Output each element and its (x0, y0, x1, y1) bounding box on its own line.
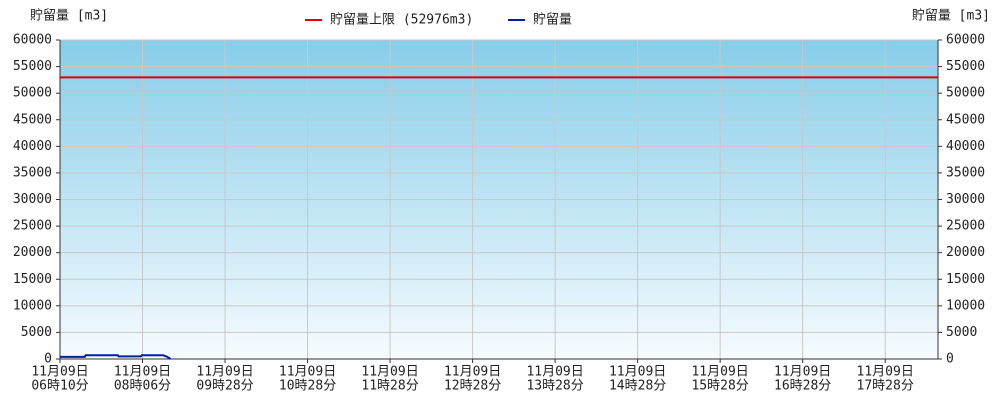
y-tick-label: 20000 (13, 245, 52, 260)
x-tick-label: 06時10分 (31, 379, 88, 394)
x-tick-label: 14時28分 (609, 379, 666, 394)
x-tick-label: 11月09日 (196, 365, 253, 380)
y-tick-label: 35000 (13, 165, 52, 180)
y2-tick-label: 60000 (946, 33, 985, 48)
x-tick-label: 17時28分 (857, 379, 914, 394)
y-tick-label: 45000 (13, 112, 52, 127)
legend-label: 貯留量上限 (52976m3) (330, 13, 473, 28)
y2-tick-label: 0 (946, 352, 954, 367)
x-tick-label: 12時28分 (444, 379, 501, 394)
y2-tick-label: 10000 (946, 298, 985, 313)
x-tick-label: 15時28分 (691, 379, 748, 394)
x-tick-label: 10時28分 (279, 379, 336, 394)
y-tick-label: 10000 (13, 298, 52, 313)
x-tick-label: 11月09日 (444, 365, 501, 380)
x-tick-label: 16時28分 (774, 379, 831, 394)
y-tick-label: 30000 (13, 192, 52, 207)
x-tick-label: 11月09日 (114, 365, 171, 380)
x-tick-label: 11月09日 (279, 365, 336, 380)
x-tick-label: 11月09日 (526, 365, 583, 380)
y2-tick-label: 40000 (946, 139, 985, 154)
x-tick-label: 11時28分 (361, 379, 418, 394)
x-tick-label: 08時06分 (114, 379, 171, 394)
x-tick-label: 11月09日 (774, 365, 831, 380)
y-tick-label: 15000 (13, 272, 52, 287)
y2-tick-label: 15000 (946, 272, 985, 287)
y-tick-label: 55000 (13, 59, 52, 74)
y2-tick-label: 45000 (946, 112, 985, 127)
y-tick-label: 50000 (13, 86, 52, 101)
y2-tick-label: 20000 (946, 245, 985, 260)
x-tick-label: 09時28分 (196, 379, 253, 394)
x-tick-label: 11月09日 (857, 365, 914, 380)
y-axis-title: 貯留量 [m3] (30, 9, 108, 24)
y-tick-label: 60000 (13, 33, 52, 48)
y2-tick-label: 35000 (946, 165, 985, 180)
y2-tick-label: 25000 (946, 219, 985, 234)
x-tick-label: 11月09日 (691, 365, 748, 380)
x-tick-label: 11月09日 (609, 365, 666, 380)
y2-tick-label: 50000 (946, 86, 985, 101)
data-line (60, 354, 172, 360)
legend-label: 貯留量 (533, 13, 572, 28)
x-tick-label: 11月09日 (361, 365, 418, 380)
y-tick-label: 5000 (21, 325, 52, 340)
y-tick-label: 0 (44, 352, 52, 367)
y-tick-label: 25000 (13, 219, 52, 234)
y2-tick-label: 30000 (946, 192, 985, 207)
y2-tick-label: 5000 (946, 325, 977, 340)
y-tick-label: 40000 (13, 139, 52, 154)
y2-tick-label: 55000 (946, 59, 985, 74)
x-tick-label: 13時28分 (526, 379, 583, 394)
y2-axis-title: 貯留量 [m3] (912, 9, 990, 24)
x-tick-label: 11月09日 (31, 365, 88, 380)
